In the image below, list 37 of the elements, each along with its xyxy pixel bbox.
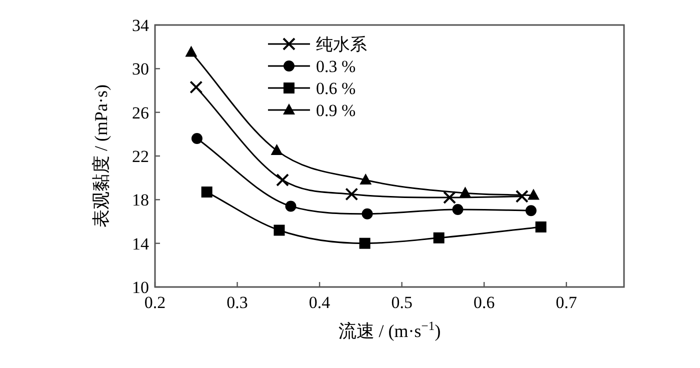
point bbox=[433, 232, 444, 244]
y-tick-label: 26 bbox=[132, 103, 149, 122]
legend-label: 0.9 % bbox=[316, 101, 356, 120]
legend-label: 0.3 % bbox=[316, 57, 356, 76]
y-tick-label: 14 bbox=[132, 234, 150, 254]
point bbox=[515, 190, 528, 203]
point bbox=[276, 174, 290, 187]
x-tick-label: 0.4 bbox=[308, 293, 331, 312]
point bbox=[190, 80, 203, 94]
point bbox=[362, 208, 373, 220]
y-axis-title: 表观黏度 / (mPa·s) bbox=[91, 84, 111, 228]
point bbox=[443, 190, 456, 204]
y-tick-label: 22 bbox=[132, 147, 149, 166]
point bbox=[359, 238, 370, 249]
point bbox=[201, 186, 212, 198]
x-tick-label: 0.3 bbox=[226, 293, 248, 312]
y-tick-label: 18 bbox=[132, 190, 149, 210]
legend-label: 纯水系 bbox=[316, 35, 367, 54]
point bbox=[191, 133, 202, 144]
point bbox=[527, 188, 540, 200]
point bbox=[526, 205, 537, 216]
legend-label: 0.6 % bbox=[316, 79, 356, 98]
point bbox=[285, 200, 296, 212]
x-tick-label: 0.6 bbox=[474, 293, 495, 312]
point bbox=[360, 174, 372, 185]
x-tick-label: 0.7 bbox=[556, 293, 578, 312]
y-tick-label: 34 bbox=[132, 16, 150, 35]
x-axis-title: 流速 / (m·s$^{−1}$) bbox=[338, 319, 441, 341]
point bbox=[270, 144, 283, 156]
x-tick-label: 0.5 bbox=[391, 293, 412, 312]
y-tick-label: 30 bbox=[132, 60, 149, 79]
point bbox=[274, 224, 285, 236]
point bbox=[459, 186, 472, 198]
point bbox=[185, 46, 198, 57]
point bbox=[535, 221, 546, 232]
point bbox=[452, 204, 464, 215]
point bbox=[345, 188, 358, 201]
